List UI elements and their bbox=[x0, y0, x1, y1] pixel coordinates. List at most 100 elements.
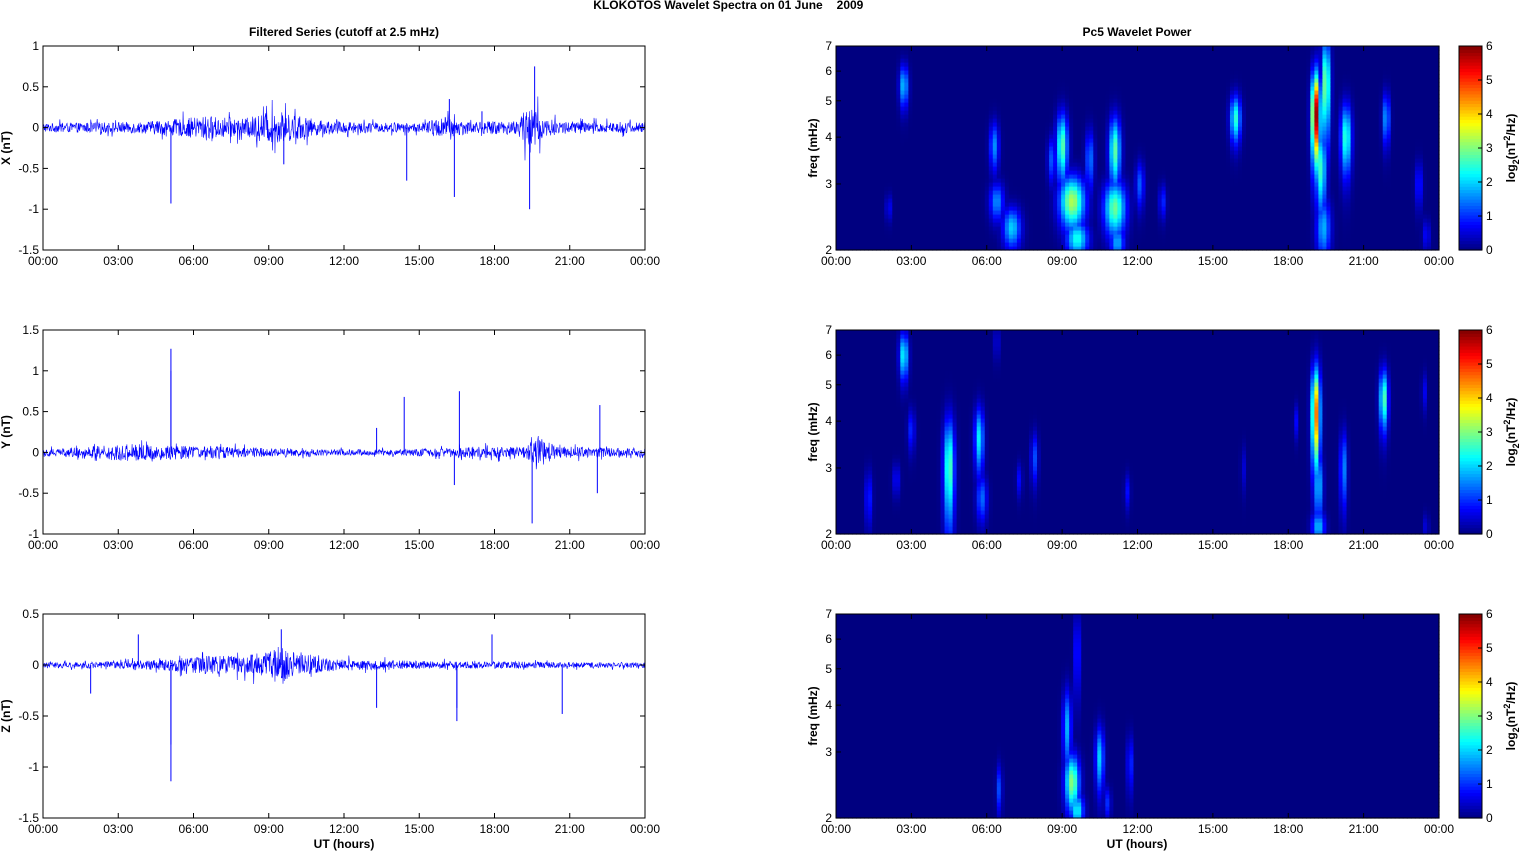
heatmap-cell bbox=[1013, 138, 1018, 143]
heatmap-cell bbox=[1403, 242, 1408, 247]
heatmap-cell bbox=[856, 210, 861, 215]
heatmap-cell bbox=[1343, 218, 1348, 223]
heatmap-cell bbox=[1069, 190, 1074, 195]
heatmap-cell bbox=[1033, 142, 1038, 147]
heatmap-cell bbox=[1117, 122, 1122, 127]
heatmap-cell bbox=[1250, 234, 1255, 239]
heatmap-cell bbox=[1101, 198, 1106, 203]
heatmap-cell bbox=[1415, 226, 1420, 231]
heatmap-cell bbox=[1105, 166, 1110, 171]
heatmap-cell bbox=[856, 166, 861, 171]
heatmap-cell bbox=[1162, 178, 1167, 183]
heatmap-cell bbox=[1129, 210, 1134, 215]
heatmap-cell bbox=[1355, 202, 1360, 207]
heatmap-cell bbox=[1218, 218, 1223, 223]
heatmap-cell bbox=[1367, 198, 1372, 203]
heatmap-cell bbox=[1266, 206, 1271, 211]
heatmap-cell bbox=[1359, 134, 1364, 139]
heatmap-cell bbox=[836, 122, 841, 127]
heatmap-cell bbox=[973, 222, 978, 227]
heatmap-cell bbox=[1073, 150, 1078, 155]
heatmap-cell bbox=[1057, 126, 1062, 131]
heatmap-cell bbox=[1178, 222, 1183, 227]
heatmap-cell bbox=[1347, 126, 1352, 131]
heatmap-cell bbox=[1037, 218, 1042, 223]
heatmap-cell bbox=[924, 230, 929, 235]
heatmap-cell bbox=[1254, 202, 1259, 207]
heatmap-cell bbox=[1174, 234, 1179, 239]
heatmap-cell bbox=[1254, 142, 1259, 147]
heatmap-cell bbox=[1310, 182, 1315, 187]
heatmap-cell bbox=[848, 118, 853, 123]
heatmap-cell bbox=[1025, 174, 1030, 179]
heatmap-cell bbox=[1001, 154, 1006, 159]
heatmap-cell bbox=[1367, 174, 1372, 179]
heatmap-cell bbox=[912, 230, 917, 235]
heatmap-cell bbox=[1330, 230, 1335, 235]
heatmap-cell bbox=[1282, 134, 1287, 139]
heatmap-cell bbox=[1391, 238, 1396, 243]
heatmap-cell bbox=[1379, 230, 1384, 235]
heatmap-cell bbox=[888, 210, 893, 215]
heatmap-cell bbox=[1306, 218, 1311, 223]
heatmap-cell bbox=[1170, 242, 1175, 247]
heatmap-cell bbox=[904, 242, 909, 247]
heatmap-cell bbox=[896, 130, 901, 135]
heatmap-cell bbox=[1214, 206, 1219, 211]
heatmap-cell bbox=[1154, 166, 1159, 171]
heatmap-cell bbox=[1427, 238, 1432, 243]
heatmap-cell bbox=[941, 202, 946, 207]
heatmap-cell bbox=[1262, 206, 1267, 211]
figure-suptitle: KLOKOTOS Wavelet Spectra on 01 June bbox=[593, 0, 823, 12]
heatmap-cell bbox=[1415, 170, 1420, 175]
heatmap-cell bbox=[1025, 150, 1030, 155]
heatmap-cell bbox=[961, 186, 966, 191]
heatmap-cell bbox=[1351, 210, 1356, 215]
heatmap-cell bbox=[1407, 174, 1412, 179]
heatmap-cell bbox=[1198, 170, 1203, 175]
heatmap-cell bbox=[1234, 238, 1239, 243]
heatmap-cell bbox=[1186, 138, 1191, 143]
heatmap-cell bbox=[1073, 142, 1078, 147]
heatmap-cell bbox=[993, 226, 998, 231]
heatmap-cell bbox=[1326, 218, 1331, 223]
heatmap-cell bbox=[1415, 162, 1420, 167]
heatmap-cell bbox=[1166, 146, 1171, 151]
heatmap-cell bbox=[1318, 178, 1323, 183]
heatmap-cell bbox=[1278, 170, 1283, 175]
heatmap-cell bbox=[1089, 230, 1094, 235]
heatmap-cell bbox=[1154, 154, 1159, 159]
heatmap-cell bbox=[1395, 202, 1400, 207]
heatmap-cell bbox=[1367, 194, 1372, 199]
heatmap-cell bbox=[1061, 170, 1066, 175]
heatmap-cell bbox=[1218, 142, 1223, 147]
heatmap-cell bbox=[900, 222, 905, 227]
heatmap-cell bbox=[1105, 138, 1110, 143]
heatmap-cell bbox=[1190, 166, 1195, 171]
heatmap-cell bbox=[1033, 190, 1038, 195]
heatmap-cell bbox=[1322, 158, 1327, 163]
heatmap-cell bbox=[1013, 222, 1018, 227]
heatmap-cell bbox=[1399, 170, 1404, 175]
heatmap-cell bbox=[1298, 182, 1303, 187]
heatmap-cell bbox=[1339, 146, 1344, 151]
heatmap-cell bbox=[1343, 130, 1348, 135]
heatmap-cell bbox=[1266, 122, 1271, 127]
heatmap-cell bbox=[896, 138, 901, 143]
heatmap-cell bbox=[1206, 130, 1211, 135]
heatmap-cell bbox=[884, 214, 889, 219]
heatmap-cell bbox=[1001, 214, 1006, 219]
heatmap-cell bbox=[1162, 138, 1167, 143]
heatmap-cell bbox=[1222, 234, 1227, 239]
heatmap-cell bbox=[852, 138, 857, 143]
heatmap-cell bbox=[872, 126, 877, 131]
heatmap-cell bbox=[1170, 214, 1175, 219]
heatmap-cell bbox=[860, 206, 865, 211]
heatmap-cell bbox=[1238, 226, 1243, 231]
heatmap-cell bbox=[1194, 182, 1199, 187]
heatmap-cell bbox=[1186, 182, 1191, 187]
heatmap-cell bbox=[900, 238, 905, 243]
heatmap-cell bbox=[1009, 206, 1014, 211]
heatmap-cell bbox=[1150, 142, 1155, 147]
heatmap-cell bbox=[1009, 158, 1014, 163]
